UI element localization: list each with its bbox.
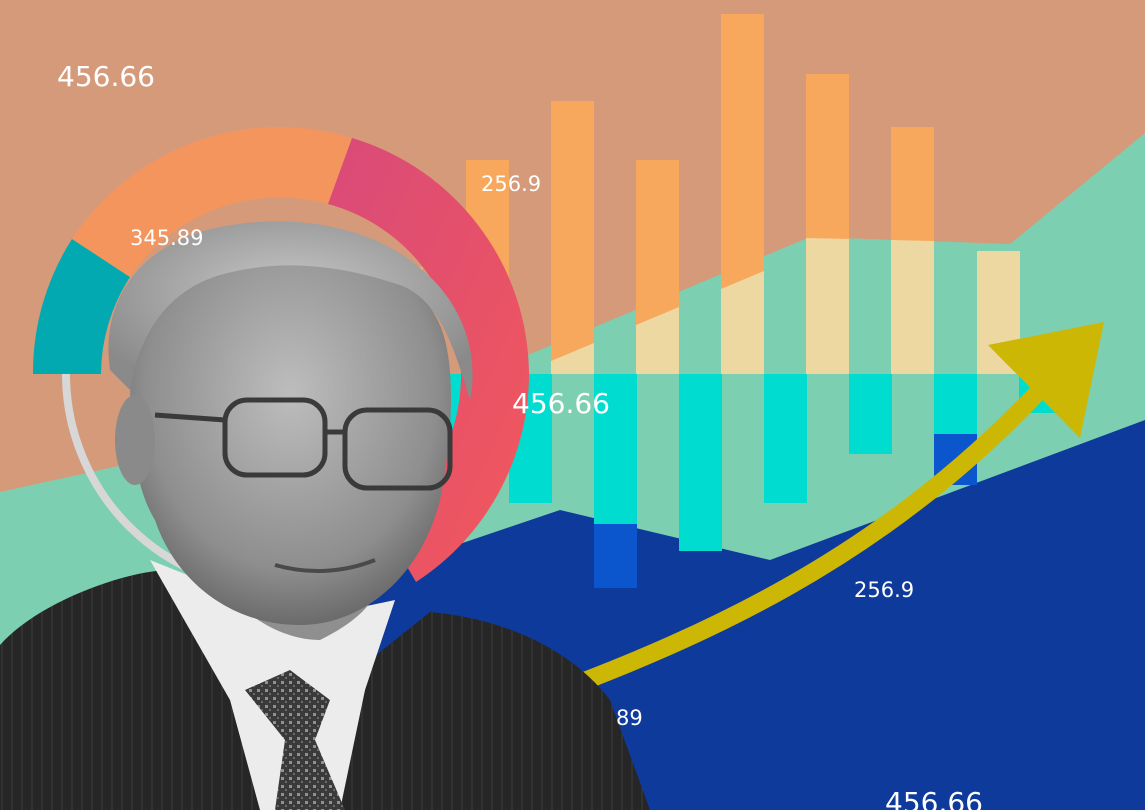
bar-down [934, 374, 977, 434]
donut-segment-orange [72, 127, 352, 277]
person-photo [0, 221, 650, 810]
value-label-center: 456.66 [512, 387, 610, 420]
bar-down [764, 374, 807, 503]
donut-chart [32, 127, 529, 594]
bar-up [551, 101, 594, 374]
value-label-bar: 256.9 [481, 172, 542, 196]
value-label-arrow: 256.9 [854, 578, 915, 602]
bar-down [679, 374, 722, 551]
value-label-bottom-partial: 89 [616, 706, 643, 730]
value-label-bottom-right: 456.66 [885, 786, 983, 810]
trend-arrow-icon [516, 322, 1104, 714]
bar-down [594, 374, 637, 524]
bar-down [849, 374, 892, 454]
donut-segment-pink [328, 138, 529, 582]
value-label-donut: 345.89 [130, 226, 204, 250]
value-label-top-left: 456.66 [57, 60, 155, 93]
donut-segment-teal [32, 239, 130, 374]
